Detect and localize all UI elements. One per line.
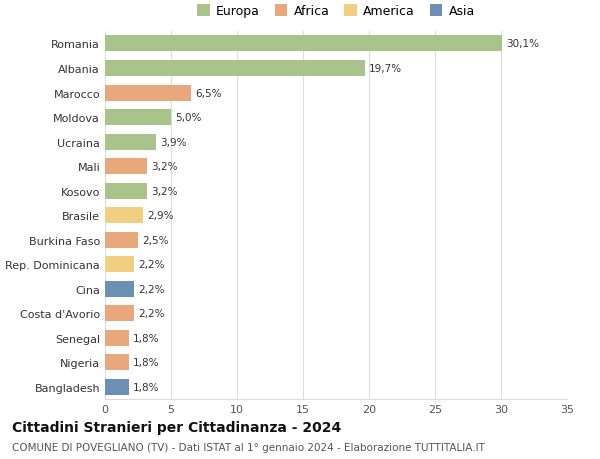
Text: 30,1%: 30,1%: [506, 39, 539, 50]
Bar: [105, 159, 147, 175]
Text: 2,2%: 2,2%: [138, 284, 164, 294]
Text: 3,2%: 3,2%: [151, 186, 178, 196]
Bar: [105, 232, 138, 248]
Bar: [105, 85, 191, 101]
Text: 1,8%: 1,8%: [133, 333, 159, 343]
Bar: [105, 281, 134, 297]
Bar: [105, 379, 129, 395]
Text: 2,9%: 2,9%: [147, 211, 174, 221]
Bar: [105, 208, 143, 224]
Text: 2,5%: 2,5%: [142, 235, 169, 245]
Legend: Europa, Africa, America, Asia: Europa, Africa, America, Asia: [197, 6, 475, 18]
Bar: [105, 183, 147, 199]
Text: 6,5%: 6,5%: [195, 88, 221, 98]
Text: 2,2%: 2,2%: [138, 260, 164, 270]
Text: 3,9%: 3,9%: [160, 137, 187, 147]
Text: 19,7%: 19,7%: [369, 64, 402, 74]
Bar: [105, 36, 502, 52]
Bar: [105, 355, 129, 370]
Bar: [105, 61, 365, 77]
Bar: [105, 306, 134, 322]
Text: COMUNE DI POVEGLIANO (TV) - Dati ISTAT al 1° gennaio 2024 - Elaborazione TUTTITA: COMUNE DI POVEGLIANO (TV) - Dati ISTAT a…: [12, 442, 485, 452]
Text: 2,2%: 2,2%: [138, 308, 164, 319]
Bar: [105, 330, 129, 346]
Bar: [105, 110, 171, 126]
Text: 5,0%: 5,0%: [175, 113, 202, 123]
Text: Cittadini Stranieri per Cittadinanza - 2024: Cittadini Stranieri per Cittadinanza - 2…: [12, 420, 341, 434]
Text: 1,8%: 1,8%: [133, 358, 159, 368]
Text: 1,8%: 1,8%: [133, 382, 159, 392]
Bar: [105, 134, 157, 150]
Bar: [105, 257, 134, 273]
Text: 3,2%: 3,2%: [151, 162, 178, 172]
